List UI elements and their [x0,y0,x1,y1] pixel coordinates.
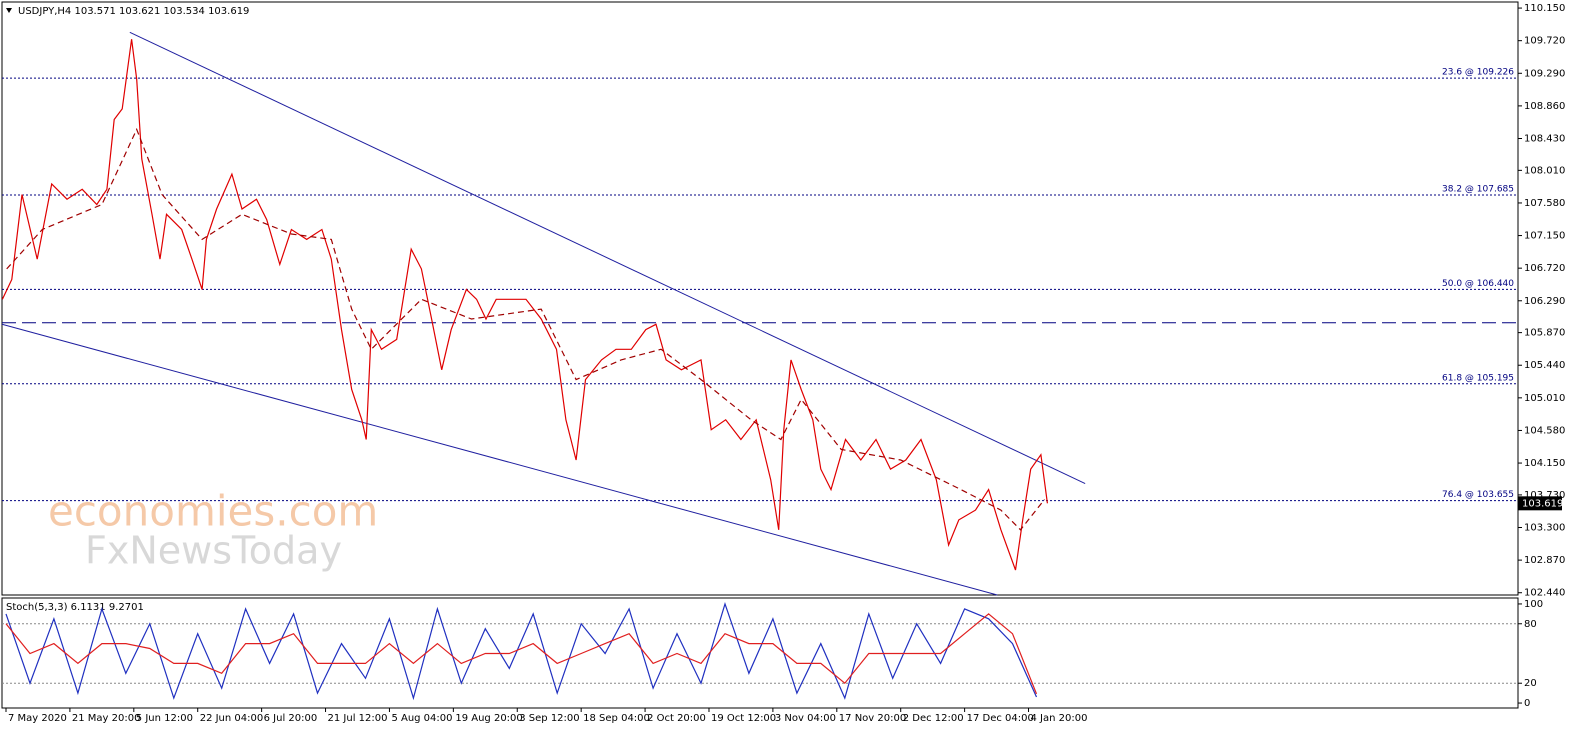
series-line [5,601,1038,701]
y-tick-label: 107.150 [1524,231,1565,242]
y-tick-label: 107.580 [1524,198,1565,209]
y-tick-label: 108.010 [1524,165,1565,176]
last-price-label: 103.619 [1522,498,1563,509]
watermark: economies.com [48,487,378,536]
x-tick-label: 19 Oct 12:00 [711,713,776,724]
y-tick-label: 108.860 [1524,101,1565,112]
fib-label: 38.2 @ 107.685 [1442,184,1514,194]
trendline [129,31,1086,484]
x-tick-label: 22 Jun 04:00 [200,713,264,724]
x-tick-label: 4 Jan 20:00 [1031,713,1088,724]
x-tick-label: 2 Oct 20:00 [647,713,706,724]
x-tick-label: 19 Aug 20:00 [455,713,522,724]
y-tick-label: 104.580 [1524,425,1565,436]
y-tick-label: 108.430 [1524,133,1565,144]
x-tick-label: 17 Nov 20:00 [839,713,906,724]
x-tick-label: 7 May 2020 [8,713,67,724]
fib-label: 50.0 @ 106.440 [1442,279,1514,289]
y-tick-label: 100 [1524,599,1543,610]
x-tick-label: 6 Jul 20:00 [264,713,318,724]
series-line [5,613,1038,695]
x-tick-label: 18 Sep 04:00 [583,713,650,724]
chart-title: USDJPY,H4 103.571 103.621 103.534 103.61… [18,6,249,17]
y-tick-label: 20 [1524,678,1537,689]
x-tick-label: 3 Nov 04:00 [775,713,836,724]
y-tick-label: 103.730 [1524,490,1565,501]
main-panel [1,1,1519,596]
y-tick-label: 106.290 [1524,296,1565,307]
y-tick-label: 110.150 [1524,3,1565,14]
y-tick-label: 105.870 [1524,328,1565,339]
series-line [6,127,1045,531]
watermark: FxNewsToday [85,529,342,573]
x-tick-label: 17 Dec 04:00 [967,713,1034,724]
y-tick-label: 105.440 [1524,360,1565,371]
x-tick-label: 2 Dec 12:00 [903,713,964,724]
trendline [1,323,998,596]
x-tick-label: 21 May 20:00 [72,713,141,724]
stoch-panel [1,597,1519,709]
last-price-box [1518,496,1562,511]
y-tick-label: 102.870 [1524,555,1565,566]
x-tick-label: 3 Sep 12:00 [519,713,579,724]
x-tick-label: 5 Jun 12:00 [136,713,193,724]
y-tick-label: 102.440 [1524,588,1565,599]
stoch-title: Stoch(5,3,3) 6.1131 9.2701 [6,602,144,613]
y-tick-label: 0 [1524,698,1530,709]
fib-label: 76.4 @ 103.655 [1442,490,1514,500]
series-line [1,39,1048,571]
y-tick-label: 103.300 [1524,523,1565,534]
x-tick-label: 5 Aug 04:00 [391,713,452,724]
y-tick-label: 104.150 [1524,458,1565,469]
y-tick-label: 80 [1524,619,1537,630]
y-tick-label: 106.720 [1524,263,1565,274]
x-tick-label: 21 Jul 12:00 [328,713,388,724]
fib-label: 23.6 @ 109.226 [1442,68,1514,78]
fib-label: 61.8 @ 105.195 [1442,373,1514,383]
y-tick-label: 105.010 [1524,393,1565,404]
y-tick-label: 109.720 [1524,36,1565,47]
title-arrow [6,8,12,13]
y-tick-label: 109.290 [1524,68,1565,79]
